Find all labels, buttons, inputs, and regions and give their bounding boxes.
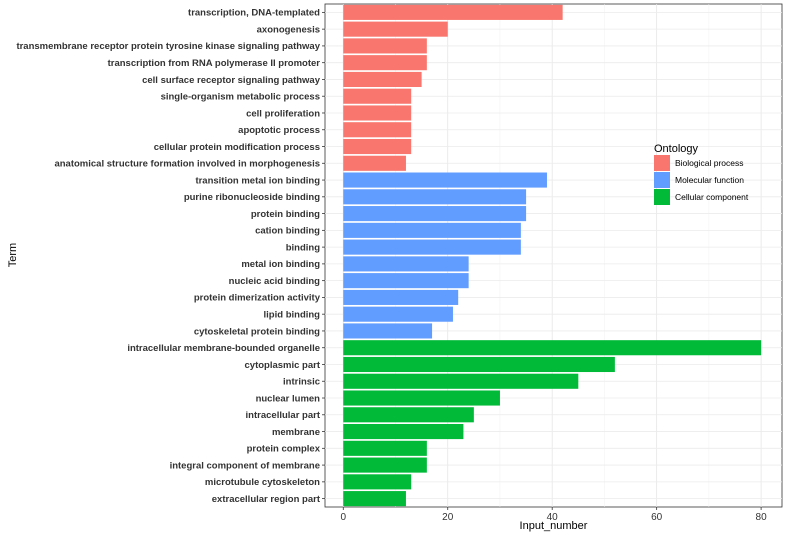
legend-label: Biological process — [675, 158, 744, 168]
term-labels: transcription, DNA-templated axonogenesis… — [16, 8, 325, 505]
bar — [343, 189, 527, 205]
term-label: extracellular region part — [212, 494, 321, 505]
term-label: microtubule cytoskeleton — [205, 477, 320, 488]
legend-label: Molecular function — [675, 175, 744, 185]
bar — [343, 4, 563, 20]
bar — [343, 256, 469, 272]
bar — [343, 273, 469, 289]
x-tick-label: 0 — [340, 512, 346, 523]
term-label: purine ribonucleoside binding — [184, 192, 320, 203]
term-label: cell proliferation — [246, 108, 320, 119]
bar — [343, 122, 412, 138]
bar — [343, 424, 464, 440]
legend-swatch — [654, 155, 670, 171]
term-label: cellular protein modification process — [154, 142, 320, 153]
term-label: apoptotic process — [238, 125, 320, 136]
bar — [343, 407, 474, 423]
term-label: nuclear lumen — [256, 393, 321, 404]
bar — [343, 88, 412, 104]
bar — [343, 440, 427, 456]
x-tick-label: 20 — [442, 512, 454, 523]
bar — [343, 356, 615, 373]
term-label: protein dimerization activity — [194, 293, 321, 304]
y-axis-title: Term — [7, 243, 19, 267]
x-axis-ticks: 0 20 40 60 80 — [340, 507, 767, 523]
bar — [343, 289, 459, 305]
term-label: intrinsic — [283, 377, 320, 388]
term-label: cytoskeletal protein binding — [194, 326, 320, 337]
term-label: integral component of membrane — [170, 460, 320, 471]
term-label: transcription, DNA-templated — [188, 8, 320, 19]
bar — [343, 239, 521, 255]
term-label: intracellular part — [246, 410, 321, 421]
x-tick-label: 40 — [547, 512, 559, 523]
legend-swatch — [654, 172, 670, 188]
legend-swatch — [654, 189, 670, 205]
x-tick-label: 60 — [651, 512, 663, 523]
bar — [343, 323, 433, 339]
legend: Ontology Biological process Molecular fun… — [654, 143, 749, 205]
bar — [343, 457, 427, 473]
term-label: cation binding — [255, 226, 320, 237]
term-label: single-organism metabolic process — [161, 92, 320, 103]
term-label: metal ion binding — [241, 259, 320, 270]
x-axis-title: Input_number — [520, 520, 588, 532]
term-label: transition metal ion binding — [195, 175, 320, 186]
bar — [343, 390, 500, 406]
legend-title: Ontology — [654, 143, 699, 155]
term-label: protein complex — [247, 444, 321, 455]
bar — [343, 155, 406, 171]
bars — [343, 4, 762, 507]
plot-panel — [324, 3, 783, 508]
x-tick-label: 80 — [756, 512, 768, 523]
bar — [343, 38, 427, 54]
bar — [343, 55, 427, 71]
bar — [343, 138, 412, 155]
term-label: membrane — [272, 427, 320, 438]
term-label: lipid binding — [264, 309, 321, 320]
term-label: transcription from RNA polymerase II pro… — [108, 58, 321, 69]
term-label: axonogenesis — [257, 24, 320, 35]
term-label: transmembrane receptor protein tyrosine … — [16, 41, 320, 52]
bar — [343, 306, 453, 322]
bar — [343, 206, 527, 222]
bar — [343, 222, 521, 238]
bar — [343, 474, 412, 490]
bar — [343, 172, 547, 188]
bar — [343, 105, 412, 121]
term-label: intracellular membrane-bounded organelle — [127, 343, 320, 354]
term-label: protein binding — [251, 209, 320, 220]
legend-label: Cellular component — [675, 192, 749, 202]
bar — [343, 373, 579, 389]
term-label: binding — [286, 242, 320, 253]
term-label: anatomical structure formation involved … — [54, 159, 320, 170]
bar — [343, 71, 422, 87]
bar — [343, 21, 448, 37]
bar — [343, 340, 762, 356]
term-label: nucleic acid binding — [229, 276, 321, 287]
term-label: cell surface receptor signaling pathway — [142, 75, 321, 86]
term-label: cytoplasmic part — [245, 360, 321, 371]
bar — [343, 491, 406, 507]
